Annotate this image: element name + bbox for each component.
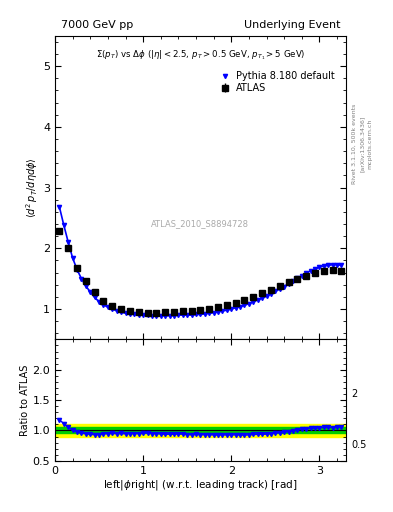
Pythia 8.180 default	[150, 313, 154, 319]
Text: ATLAS_2010_S8894728: ATLAS_2010_S8894728	[151, 220, 250, 228]
Text: mcplots.cern.ch: mcplots.cern.ch	[367, 118, 373, 168]
Text: 2: 2	[352, 389, 358, 399]
Text: [arXiv:1306.3436]: [arXiv:1306.3436]	[360, 115, 365, 172]
Y-axis label: Ratio to ATLAS: Ratio to ATLAS	[20, 365, 29, 436]
X-axis label: left$|\phi$right$|$ (w.r.t. leading track) [rad]: left$|\phi$right$|$ (w.r.t. leading trac…	[103, 478, 298, 493]
Pythia 8.180 default	[57, 204, 62, 210]
Text: Rivet 3.1.10, 500k events: Rivet 3.1.10, 500k events	[352, 103, 357, 183]
Text: 7000 GeV pp: 7000 GeV pp	[61, 20, 133, 30]
Legend: Pythia 8.180 default, ATLAS: Pythia 8.180 default, ATLAS	[218, 71, 335, 93]
Pythia 8.180 default	[330, 262, 335, 268]
Pythia 8.180 default	[339, 262, 344, 268]
Text: 0.5: 0.5	[352, 440, 367, 451]
Bar	[55, 428, 346, 434]
Pythia 8.180 default	[304, 270, 309, 276]
Bar	[55, 424, 346, 437]
Pythia 8.180 default	[180, 312, 185, 318]
Text: $\Sigma(p_T)$ vs $\Delta\phi$ ($|\eta|<2.5,\,p_T>0.5$ GeV$,\,p_{T_1}>5$ GeV): $\Sigma(p_T)$ vs $\Delta\phi$ ($|\eta|<2…	[95, 48, 305, 61]
Y-axis label: $\langle d^2\, p_T/d\eta d\phi\rangle$: $\langle d^2\, p_T/d\eta d\phi\rangle$	[24, 157, 40, 218]
Text: Underlying Event: Underlying Event	[244, 20, 340, 30]
Pythia 8.180 default	[141, 312, 145, 318]
Pythia 8.180 default	[123, 310, 128, 316]
Line: Pythia 8.180 default: Pythia 8.180 default	[57, 205, 343, 318]
Pythia 8.180 default	[207, 310, 211, 316]
